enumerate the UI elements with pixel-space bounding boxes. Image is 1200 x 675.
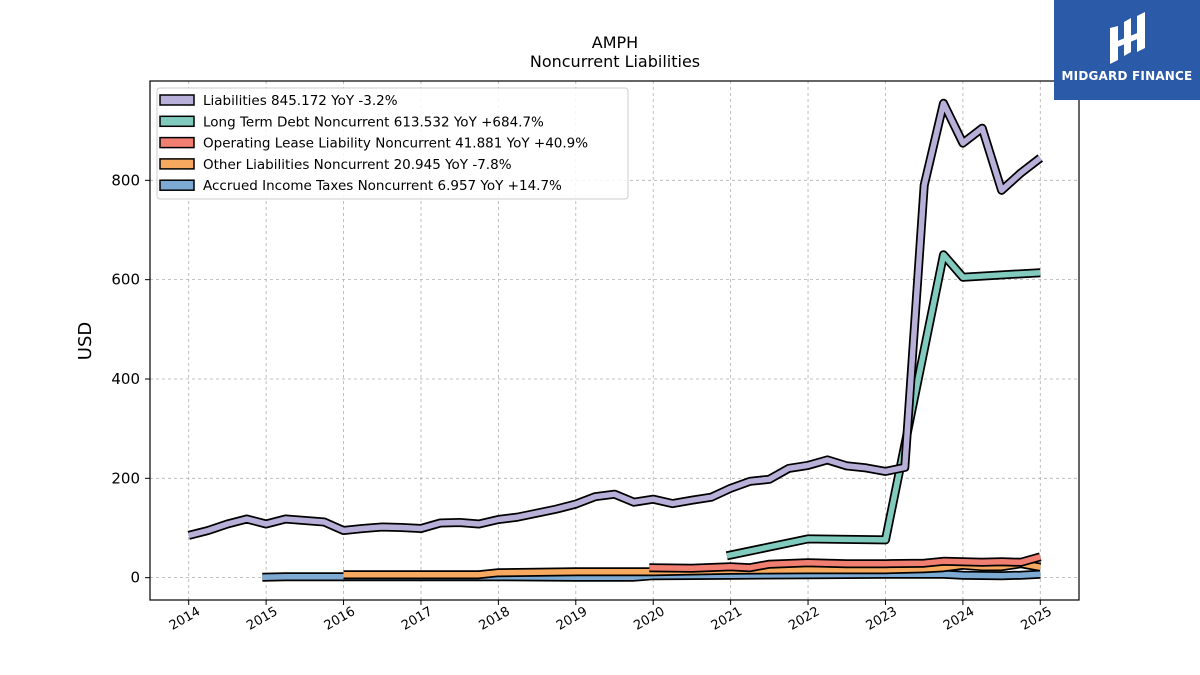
legend-label-0: Liabilities 845.172 YoY -3.2% [203, 93, 398, 109]
x-tick-label-10: 2024 [941, 604, 977, 634]
brand-logo: MIDGARD FINANCE [1054, 0, 1200, 100]
legend-label-1: Long Term Debt Noncurrent 613.532 YoY +6… [203, 114, 544, 130]
y-tick-label-2: 400 [111, 370, 140, 388]
series-1 [725, 250, 1041, 561]
x-tick-label-4: 2018 [477, 604, 513, 634]
series-2 [649, 552, 1042, 573]
legend-item-3: Other Liabilities Noncurrent 20.945 YoY … [159, 157, 512, 173]
x-tick-label-2: 2016 [322, 604, 358, 634]
x-tick-label-11: 2025 [1018, 604, 1054, 634]
x-tick-label-7: 2021 [709, 604, 745, 634]
legend-swatch-3 [159, 158, 195, 170]
x-tick-label-8: 2022 [786, 604, 822, 634]
chart-subtitle: Noncurrent Liabilities [530, 52, 700, 71]
plot-frame [149, 80, 1080, 601]
y-tick-label-3: 600 [111, 271, 140, 289]
x-tick-label-5: 2019 [554, 604, 590, 634]
y-tick-label-4: 800 [111, 171, 140, 189]
legend-swatch-1 [159, 115, 195, 128]
legend-swatch-4 [159, 179, 195, 191]
series-1-outline [725, 250, 1041, 561]
x-tick-label-3: 2017 [399, 604, 435, 634]
legend-label-2: Operating Lease Liability Noncurrent 41.… [203, 136, 588, 152]
brand-logo-icon [1110, 12, 1145, 64]
series-layer [187, 98, 1044, 582]
legend-swatch-0 [159, 94, 195, 106]
legend-label-3: Other Liabilities Noncurrent 20.945 YoY … [203, 157, 512, 173]
legend-label-4: Accrued Income Taxes Noncurrent 6.957 Yo… [203, 178, 562, 194]
x-tick-label-0: 2014 [167, 604, 203, 634]
legend-swatch-2 [159, 136, 195, 149]
chart-title: AMPH [592, 33, 638, 52]
legend: Liabilities 845.172 YoY -3.2% Long Term D… [156, 87, 629, 200]
y-axis-label: USD [75, 322, 96, 360]
series-3-line [343, 560, 1041, 578]
y-tick-label-1: 200 [111, 469, 140, 487]
x-tick-label-9: 2023 [864, 604, 900, 634]
legend-item-0: Liabilities 845.172 YoY -3.2% [159, 93, 398, 109]
y-tick-label-0: 0 [130, 569, 140, 587]
x-tick-label-6: 2020 [631, 604, 667, 634]
series-0 [187, 98, 1044, 540]
legend-item-4: Accrued Income Taxes Noncurrent 6.957 Yo… [159, 178, 562, 194]
brand-name: MIDGARD FINANCE [1061, 69, 1193, 83]
series-1-line [726, 252, 1041, 559]
legend-box [156, 87, 629, 200]
legend-item-2: Operating Lease Liability Noncurrent 41.… [159, 136, 588, 152]
x-tick-label-1: 2015 [244, 604, 280, 634]
legend-item-1: Long Term Debt Noncurrent 613.532 YoY +6… [159, 114, 544, 130]
series-3 [343, 559, 1042, 580]
